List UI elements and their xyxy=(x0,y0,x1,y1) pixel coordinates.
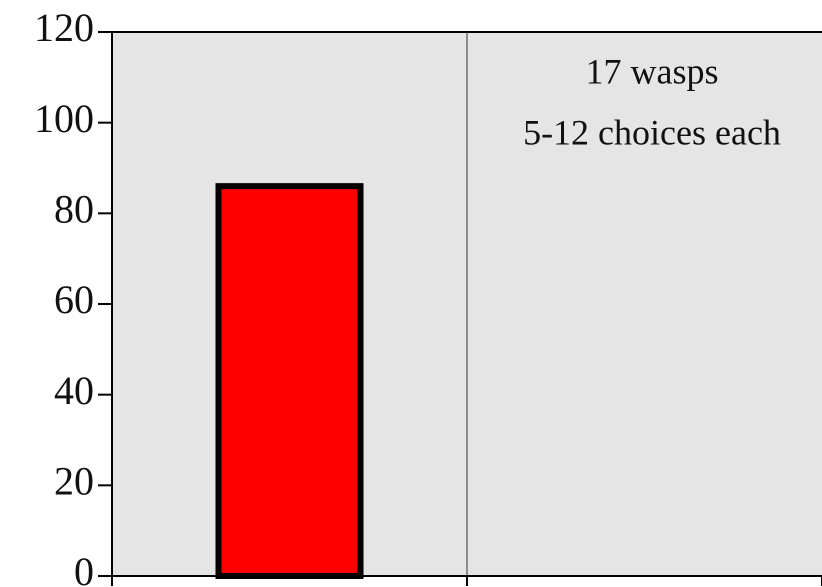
annotation: 5-12 choices each xyxy=(523,112,781,152)
y-tick-label: 20 xyxy=(54,459,94,504)
bar xyxy=(215,183,364,579)
y-tick-label: 120 xyxy=(34,5,94,50)
y-tick-label: 100 xyxy=(34,96,94,141)
y-tick-label: 60 xyxy=(54,277,94,322)
y-tick-label: 80 xyxy=(54,187,94,232)
annotation: 17 wasps xyxy=(586,51,719,91)
y-tick-label: 40 xyxy=(54,368,94,413)
y-tick-label: 0 xyxy=(74,549,94,587)
